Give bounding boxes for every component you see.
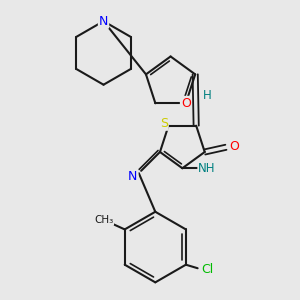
Text: H: H <box>203 89 212 102</box>
Text: O: O <box>181 97 191 110</box>
Text: O: O <box>229 140 239 153</box>
Text: NH: NH <box>198 162 216 175</box>
Text: CH₃: CH₃ <box>94 215 113 225</box>
Text: S: S <box>160 117 168 130</box>
Text: N: N <box>99 15 108 28</box>
Text: N: N <box>128 170 138 183</box>
Text: Cl: Cl <box>201 263 213 276</box>
